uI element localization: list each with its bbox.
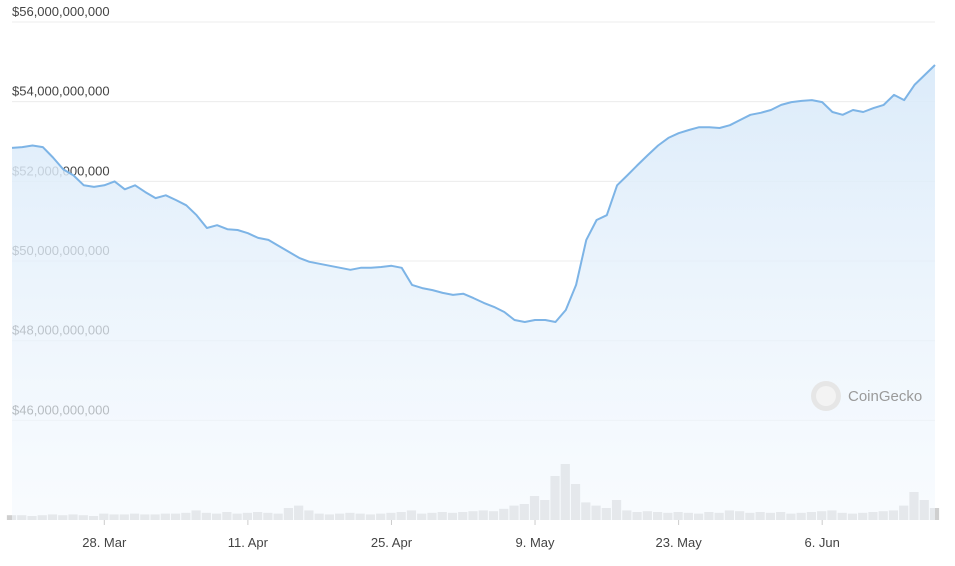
area-fill	[12, 65, 935, 520]
watermark: CoinGecko	[811, 381, 922, 411]
x-tick-label: 9. May	[516, 535, 556, 550]
x-tick-label: 23. May	[655, 535, 702, 550]
x-tick-label: 11. Apr	[228, 535, 269, 550]
volume-bar	[6, 515, 17, 520]
price-line	[11, 64, 936, 323]
y-tick-label: $56,000,000,000	[12, 4, 110, 19]
watermark-text: CoinGecko	[848, 388, 922, 405]
y-tick-label: $54,000,000,000	[12, 84, 110, 99]
x-tick-label: 6. Jun	[804, 535, 839, 550]
watermark-logo-inner	[816, 386, 836, 406]
x-tick-label: 28. Mar	[82, 535, 127, 550]
x-tick-label: 25. Apr	[371, 535, 413, 550]
